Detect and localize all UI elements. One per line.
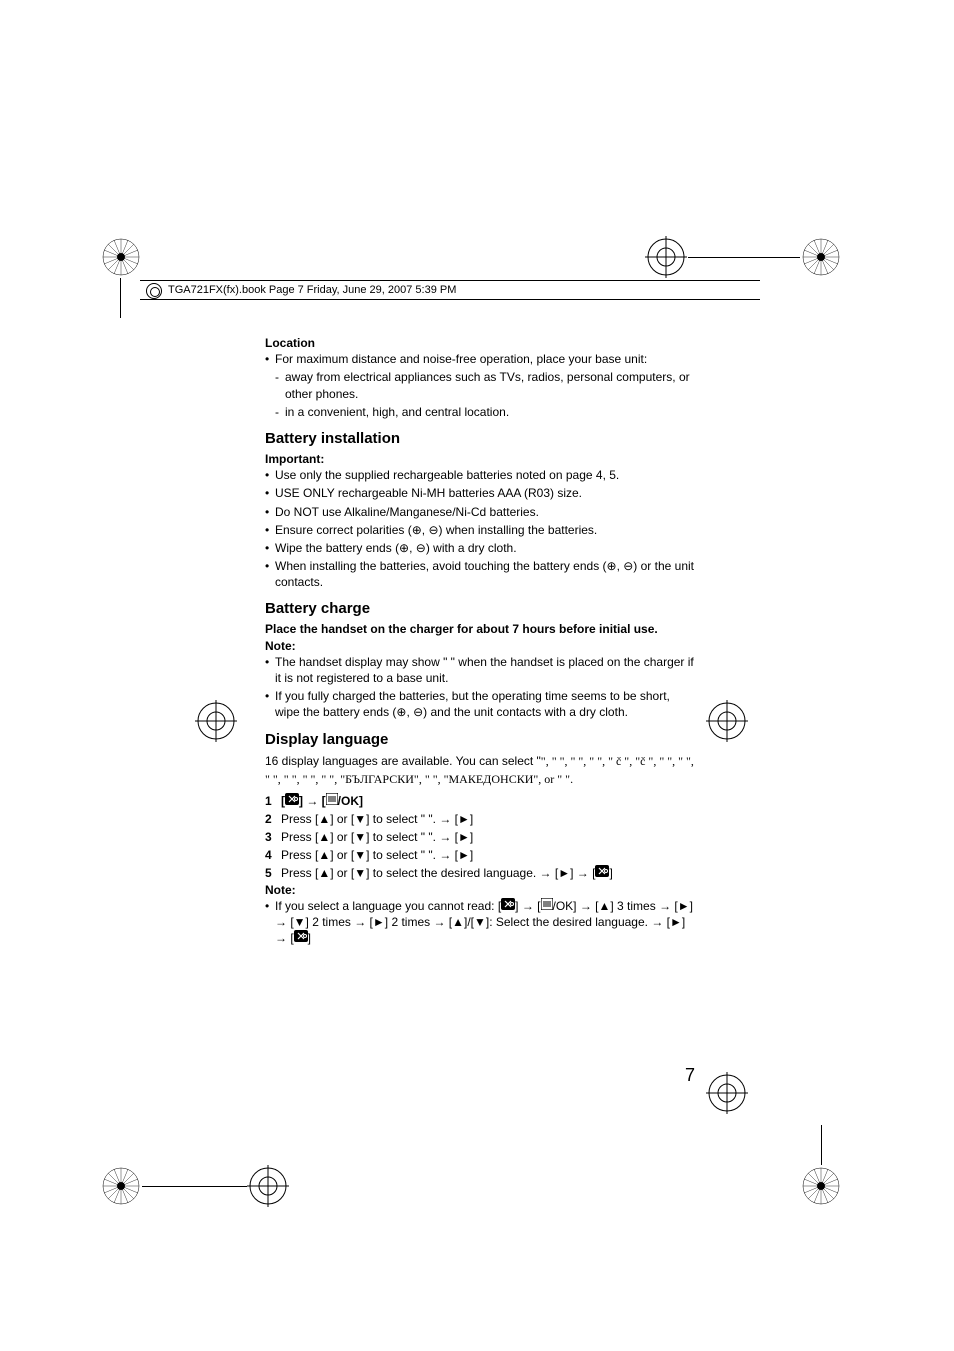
lang-text: 16 display languages are available. You … xyxy=(265,754,541,768)
steps: 1 [] → [/OK] 2 Press [▲] or [▼] to selec… xyxy=(265,792,695,882)
step-body: Press [▲] or [▼] to select " ". → [►] xyxy=(281,846,695,864)
reg-mark-icon xyxy=(247,1165,289,1207)
install-item: Wipe the battery ends (⊕, ⊖) with a dry … xyxy=(265,540,695,556)
ring-icon xyxy=(146,283,162,299)
running-head: TGA721FX(fx).book Page 7 Friday, June 29… xyxy=(140,280,760,300)
step-num: 1 xyxy=(265,792,281,810)
lang-note: If you select a language you cannot read… xyxy=(265,898,695,947)
important-label: Important: xyxy=(265,451,695,467)
step-num: 4 xyxy=(265,846,281,864)
menu-icon xyxy=(326,793,338,805)
charge-item: If you fully charged the batteries, but … xyxy=(265,688,695,720)
step-num: 5 xyxy=(265,864,281,882)
running-head-text: TGA721FX(fx).book Page 7 Friday, June 29… xyxy=(168,284,456,296)
location-intro: For maximum distance and noise-free oper… xyxy=(265,351,695,367)
install-item: Ensure correct polarities (⊕, ⊖) when in… xyxy=(265,522,695,538)
off-icon xyxy=(285,793,299,805)
t: Press [▲] or [▼] to select the desired l… xyxy=(281,866,595,880)
charge-item: The handset display may show " " when th… xyxy=(265,654,695,686)
install-item: When installing the batteries, avoid tou… xyxy=(265,558,695,590)
location-item: away from electrical appliances such as … xyxy=(275,369,695,401)
reg-line xyxy=(142,1186,247,1187)
off-icon xyxy=(595,865,609,877)
reg-line xyxy=(688,257,800,258)
install-item: Do NOT use Alkaline/Manganese/Ni-Cd batt… xyxy=(265,504,695,520)
location-heading: Location xyxy=(265,335,695,351)
reg-mark-icon xyxy=(800,236,842,278)
off-icon xyxy=(294,930,308,942)
page-number: 7 xyxy=(685,1065,695,1086)
page-content: Location For maximum distance and noise-… xyxy=(265,335,695,948)
menu-icon xyxy=(541,898,553,910)
note-label: Note: xyxy=(265,882,695,898)
t: ] → [ xyxy=(299,794,326,808)
t: ] → [ xyxy=(515,899,540,913)
step-body: Press [▲] or [▼] to select " ". → [►] xyxy=(281,828,695,846)
charge-place: Place the handset on the charger for abo… xyxy=(265,621,695,637)
reg-mark-icon xyxy=(100,1165,142,1207)
reg-mark-icon xyxy=(645,236,687,278)
step-body: Press [▲] or [▼] to select the desired l… xyxy=(281,864,695,882)
reg-mark-icon xyxy=(706,700,748,742)
reg-mark-icon xyxy=(800,1165,842,1207)
t: If you select a language you cannot read… xyxy=(275,899,501,913)
step-body: [] → [/OK] xyxy=(281,792,695,810)
reg-mark-icon xyxy=(100,236,142,278)
battery-install-heading: Battery installation xyxy=(265,430,695,447)
note-label: Note: xyxy=(265,638,695,654)
reg-mark-icon xyxy=(706,1072,748,1114)
t: ] xyxy=(308,931,311,945)
off-icon xyxy=(501,898,515,910)
lang-intro: 16 display languages are available. You … xyxy=(265,752,695,788)
step-num: 3 xyxy=(265,828,281,846)
step-num: 2 xyxy=(265,810,281,828)
t: /OK] xyxy=(338,794,363,808)
location-item: in a convenient, high, and central locat… xyxy=(275,404,695,420)
install-item: Use only the supplied rechargeable batte… xyxy=(265,467,695,483)
step-body: Press [▲] or [▼] to select " ". → [►] xyxy=(281,810,695,828)
reg-line xyxy=(120,278,121,318)
display-lang-heading: Display language xyxy=(265,731,695,748)
reg-mark-icon xyxy=(195,700,237,742)
reg-line xyxy=(821,1125,822,1165)
install-item: USE ONLY rechargeable Ni-MH batteries AA… xyxy=(265,485,695,501)
t: ] xyxy=(609,866,612,880)
battery-charge-heading: Battery charge xyxy=(265,600,695,617)
